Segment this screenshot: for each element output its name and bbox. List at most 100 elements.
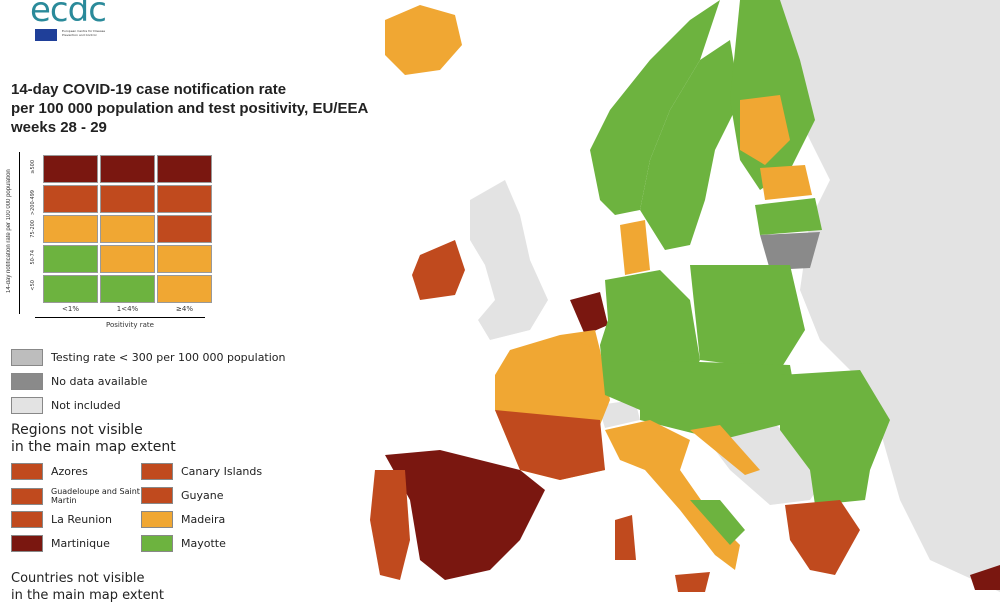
legend-swatch — [11, 487, 43, 505]
regions-heading: Regions not visible in the main map exte… — [11, 422, 176, 456]
countries-heading-line-1: Countries not visible — [11, 571, 145, 586]
island-sardinia — [615, 515, 636, 560]
ecdc-logo: ecdc European Centre for Disease Prevent… — [30, 0, 107, 41]
matrix-cell — [100, 275, 155, 303]
matrix-cell — [157, 245, 212, 273]
matrix-cell — [157, 155, 212, 183]
regions-heading-line-1: Regions not visible — [11, 422, 143, 438]
legend-item: No data available — [11, 373, 147, 390]
region-legend-item: Canary Islands — [141, 463, 271, 480]
countries-heading: Countries not visible in the main map ex… — [11, 570, 164, 604]
legend-swatch — [11, 373, 43, 390]
country-portugal — [370, 470, 410, 580]
matrix-row-label: >200-499 — [30, 190, 36, 216]
y-axis-arrow — [19, 152, 20, 314]
region-legend-item: Martinique — [11, 535, 141, 552]
country-czechia-slovakia-austria-hungary — [640, 360, 800, 440]
matrix-cell — [43, 215, 98, 243]
region-finland-orange — [740, 95, 790, 165]
island-sicily — [675, 572, 710, 592]
country-sweden — [640, 40, 740, 250]
legend-swatch — [11, 511, 43, 528]
region-label: Mayotte — [181, 537, 226, 550]
region-label: Guadeloupe and Saint Martin — [51, 487, 140, 505]
region-legend-item: Guadeloupe and Saint Martin — [11, 487, 141, 505]
region-label: La Reunion — [51, 513, 112, 526]
matrix-cell — [43, 185, 98, 213]
matrix-cell — [100, 155, 155, 183]
matrix-cell — [100, 215, 155, 243]
logo-subtitle: European Centre for Disease Prevention a… — [62, 29, 106, 37]
matrix-cell — [157, 185, 212, 213]
col-label: <1% — [62, 305, 79, 313]
country-spain — [385, 450, 545, 580]
region-label: Canary Islands — [181, 465, 263, 478]
country-bulgaria — [810, 470, 870, 505]
region-legend-item: Azores — [11, 463, 141, 480]
country-lithuania — [760, 232, 820, 270]
region-label: Martinique — [51, 537, 110, 550]
country-ireland — [412, 240, 465, 300]
region-legend-item: Madeira — [141, 511, 271, 528]
country-croatia — [690, 425, 760, 475]
matrix-x-label: Positivity rate — [106, 321, 154, 329]
matrix-cell — [100, 185, 155, 213]
matrix-cell — [100, 245, 155, 273]
legend-swatch — [11, 463, 43, 480]
legend-item: Testing rate < 300 per 100 000 populatio… — [11, 349, 286, 366]
island-cyprus — [970, 565, 1000, 590]
title-line-1: 14-day COVID-19 case notification rate — [11, 81, 287, 98]
legend-swatch — [141, 511, 173, 528]
title-line-3: weeks 28 - 29 — [11, 119, 107, 136]
legend-label: Not included — [51, 399, 121, 412]
legend-swatch — [141, 463, 173, 480]
matrix-y-label: 14-day notification rate per 100 000 pop… — [6, 169, 12, 293]
region-uk — [470, 180, 548, 340]
country-romania — [780, 370, 890, 470]
col-label: 1<4% — [116, 305, 139, 313]
matrix-row-label: 75-200 — [30, 220, 36, 238]
country-iceland — [385, 5, 462, 75]
matrix-cell — [43, 245, 98, 273]
legend-swatch — [11, 535, 43, 552]
country-netherlands — [570, 292, 608, 335]
region-label: Guyane — [181, 489, 224, 502]
region-switzerland — [598, 400, 640, 428]
country-norway — [590, 0, 720, 215]
title-line-2: per 100 000 population and test positivi… — [11, 100, 369, 117]
legend-label: Testing rate < 300 per 100 000 populatio… — [51, 351, 286, 364]
col-label: ≥4% — [176, 305, 193, 313]
region-label: Azores — [51, 465, 88, 478]
legend-label: No data available — [51, 375, 148, 388]
x-axis-arrow — [35, 317, 205, 318]
region-east-europe — [760, 0, 1000, 592]
matrix-cell — [157, 215, 212, 243]
legend-swatch — [11, 397, 43, 414]
legend-swatch — [11, 349, 43, 366]
region-legend-item: Mayotte — [141, 535, 271, 552]
legend-swatch — [141, 535, 173, 552]
country-italy — [605, 420, 740, 570]
logo-text: ecdc — [30, 0, 107, 30]
country-poland — [690, 265, 805, 370]
region-legend-item: La Reunion — [11, 511, 141, 528]
matrix-cell — [43, 275, 98, 303]
region-legend-item: Guyane — [141, 487, 271, 504]
legend-matrix — [43, 155, 212, 303]
matrix-cell — [157, 275, 212, 303]
matrix-cell — [43, 155, 98, 183]
region-label: Madeira — [181, 513, 226, 526]
legend-swatch — [141, 487, 173, 504]
country-greece — [785, 500, 860, 575]
country-latvia — [755, 198, 822, 235]
country-denmark — [620, 220, 650, 275]
regions-heading-line-2: in the main map extent — [11, 439, 176, 455]
matrix-row-label: <50 — [30, 280, 36, 291]
legend-item: Not included — [11, 397, 121, 414]
region-italy-south — [690, 500, 745, 545]
matrix-row-label: 50-74 — [30, 250, 36, 265]
eu-flag-icon — [35, 29, 57, 41]
countries-heading-line-2: in the main map extent — [11, 588, 164, 603]
map-title: 14-day COVID-19 case notification rate p… — [11, 80, 368, 137]
